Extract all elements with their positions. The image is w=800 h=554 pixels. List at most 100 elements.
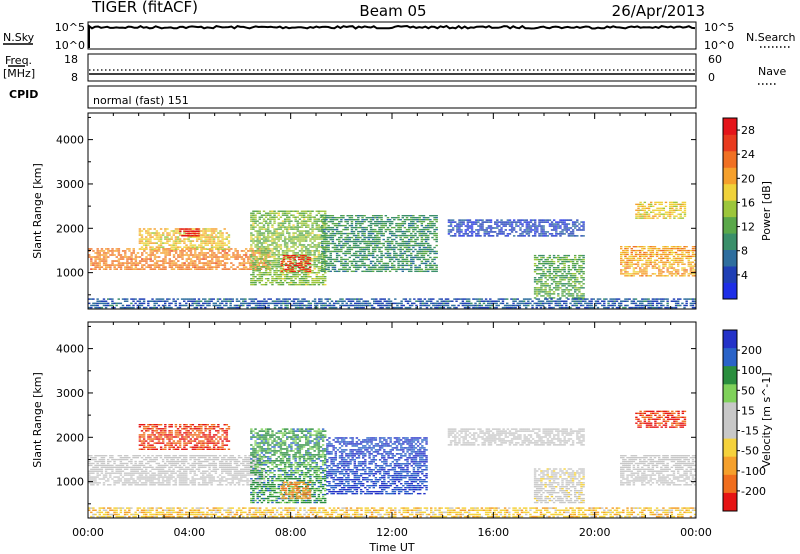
power-cell — [418, 248, 421, 251]
power-cell — [567, 269, 571, 271]
power-cell — [225, 258, 229, 260]
power-cell — [329, 216, 332, 219]
power-cell — [525, 229, 528, 231]
power-cell — [200, 242, 203, 244]
power-cell — [405, 236, 409, 239]
power-cell — [252, 226, 255, 228]
power-cell — [382, 268, 385, 271]
power-cell — [279, 216, 283, 218]
power-cell — [544, 219, 547, 221]
power-cell — [354, 268, 358, 271]
power-cell — [297, 256, 301, 259]
power-cell — [324, 272, 327, 274]
power-cell — [637, 205, 640, 208]
power-cell — [628, 257, 631, 260]
power-cell — [287, 254, 290, 257]
power-cell — [202, 236, 205, 238]
power-cell — [365, 226, 368, 229]
power-cell — [174, 242, 178, 244]
power-cell — [317, 230, 321, 232]
power-cell — [271, 226, 274, 228]
power-cell — [264, 281, 268, 284]
power-cell — [279, 210, 283, 212]
power-cell — [393, 260, 396, 263]
power-cell — [398, 306, 401, 309]
power-cell — [195, 234, 198, 237]
power-cell — [557, 254, 560, 257]
power-cell — [247, 268, 250, 270]
power-cell — [290, 242, 293, 244]
power-cell — [221, 236, 224, 238]
power-cell — [555, 221, 558, 223]
power-cell — [329, 250, 332, 253]
power-cell — [576, 262, 579, 265]
power-cell — [675, 215, 678, 217]
power-cell — [417, 300, 420, 302]
power-cell — [155, 256, 159, 258]
power-cell — [367, 244, 371, 247]
power-cell — [300, 279, 304, 282]
power-cell — [136, 262, 140, 264]
power-cell — [130, 254, 133, 256]
power-cell — [361, 256, 364, 259]
power-cell — [94, 264, 97, 266]
power-cell — [141, 254, 144, 256]
power-cell — [358, 298, 361, 300]
power-cell — [655, 255, 659, 258]
power-cell — [281, 212, 285, 214]
power-cell — [329, 260, 332, 263]
power-cell — [461, 298, 465, 300]
power-cell — [181, 254, 184, 256]
power-cell — [674, 273, 678, 275]
power-cell — [138, 304, 142, 307]
power-cell — [287, 260, 290, 263]
power-cell — [510, 221, 514, 223]
power-cell — [324, 264, 327, 266]
power-cell — [296, 222, 299, 224]
power-cell — [416, 244, 419, 247]
power-cell — [429, 218, 432, 221]
power-cell — [342, 216, 345, 219]
power-cell — [260, 272, 264, 274]
power-cell — [410, 224, 413, 227]
power-cell — [582, 227, 585, 229]
power-cell — [96, 252, 99, 254]
power-cell — [624, 249, 627, 252]
power-cell — [354, 306, 357, 309]
power-cell — [187, 228, 190, 230]
power-cell — [126, 264, 129, 266]
power-cell — [363, 218, 366, 221]
power-cell — [344, 258, 347, 261]
power-cell — [405, 246, 409, 249]
power-cell — [550, 221, 554, 223]
power-cell — [292, 226, 295, 228]
power-cell — [393, 256, 396, 259]
power-cell — [221, 256, 225, 258]
power-cell — [523, 231, 526, 233]
power-cell — [313, 216, 316, 218]
power-cell — [286, 278, 289, 280]
power-cell — [102, 262, 106, 264]
power-cell — [673, 209, 676, 211]
power-cell — [561, 219, 564, 221]
power-cell — [307, 234, 310, 236]
power-cell — [380, 252, 383, 255]
power-cell — [96, 300, 99, 302]
power-cell — [242, 302, 245, 305]
power-cell — [573, 277, 577, 279]
power-cell — [628, 246, 631, 248]
power-cell — [365, 268, 368, 271]
nave-tick-top: 60 — [708, 53, 722, 66]
power-cell — [286, 250, 289, 252]
power-cell — [271, 268, 274, 270]
power-cell — [204, 240, 207, 242]
power-cell — [288, 238, 291, 240]
power-cell — [529, 229, 533, 231]
power-cell — [260, 254, 264, 256]
power-cell — [395, 216, 398, 219]
power-cell — [202, 264, 205, 266]
power-cell — [634, 273, 638, 275]
power-cell — [422, 270, 426, 273]
power-cell — [639, 275, 642, 277]
power-cell — [408, 304, 412, 307]
